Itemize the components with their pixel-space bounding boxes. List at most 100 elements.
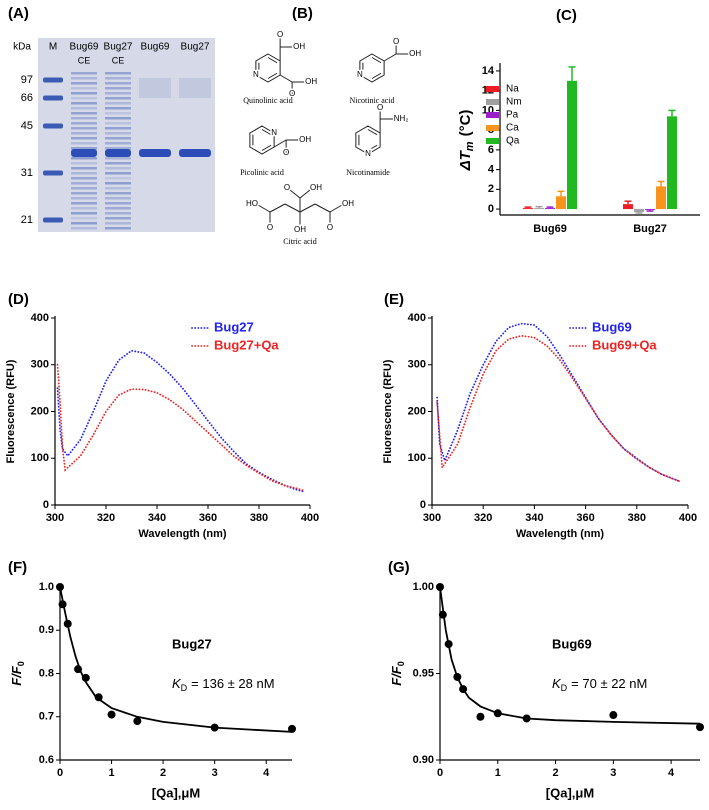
y-axis-label: F/F0 (389, 661, 406, 686)
main-band (139, 149, 171, 157)
ce-band (71, 97, 97, 100)
bar (523, 208, 533, 210)
point (493, 709, 502, 718)
annotation-symbol: K (552, 676, 562, 691)
ce-band (71, 117, 97, 120)
point (94, 693, 103, 702)
molecule-name: Citric acid (283, 237, 317, 246)
annotation-subscript: D (181, 683, 188, 693)
y-tick-label: 0.90 (413, 754, 434, 766)
point (210, 723, 219, 732)
marker-label: 66 (21, 92, 33, 104)
point (107, 710, 116, 719)
ce-band (105, 222, 131, 225)
annotation-title: Bug27 (172, 636, 212, 651)
ce-band (71, 182, 97, 185)
panel-label: (A) (8, 5, 29, 22)
legend-label: Pa (506, 110, 519, 121)
y-axis-label: Fluorescence (RFU) (5, 359, 17, 463)
point (58, 600, 67, 609)
molecule-name: Quinolinic acid (243, 96, 293, 105)
marker-label: 31 (21, 167, 33, 179)
legend-label: Bug27 (214, 319, 254, 334)
ce-band (71, 197, 97, 200)
ring (249, 125, 275, 155)
bond (284, 203, 301, 213)
ce-band (105, 192, 131, 195)
ce-band (71, 177, 97, 180)
lane-label: Bug69 (141, 42, 170, 53)
bar (656, 186, 666, 210)
x-tick-label: Bug69 (533, 223, 567, 235)
y-tick-label: 0.95 (413, 667, 434, 679)
point (81, 673, 90, 682)
legend-swatch (486, 138, 499, 144)
ce-band (105, 132, 131, 135)
panel-label: (C) (556, 7, 577, 24)
ce-band (71, 227, 97, 230)
y-axis-label: F/F0 (9, 661, 26, 686)
panel-label: (G) (388, 559, 410, 576)
x-tick-label: 2 (160, 767, 166, 779)
bond (289, 189, 301, 199)
molecule-name: Nicotinic acid (349, 96, 394, 105)
y-tick-label: 200 (408, 405, 426, 417)
annotation: KD = 70 ± 22 nM (552, 676, 647, 693)
ce-band (105, 162, 131, 165)
x-axis-label: [Qa],μM (152, 785, 200, 800)
ring (255, 53, 281, 83)
ce-band (105, 102, 131, 105)
x-tick-label: 380 (628, 512, 646, 524)
x-tick-label: 300 (423, 512, 441, 524)
ce-band (71, 77, 97, 80)
unit-label: kDa (13, 42, 31, 53)
y-tick-label: 200 (31, 405, 49, 417)
x-axis-label: Wavelength (nm) (138, 528, 227, 540)
faint-band (179, 78, 211, 98)
x-tick-label: 2 (552, 767, 558, 779)
ce-band (71, 162, 97, 165)
ce-band (105, 187, 131, 190)
legend-label: Na (506, 84, 519, 95)
bond (314, 203, 331, 213)
marker-band (43, 95, 63, 101)
y-tick-label: 1.0 (39, 581, 54, 593)
ce-band (105, 72, 131, 75)
point (453, 672, 462, 681)
x-tick-label: 0 (437, 767, 443, 779)
bond (267, 72, 278, 79)
ce-band (105, 217, 131, 220)
annotation-text: = 136 ± 28 nM (191, 676, 274, 691)
bond (367, 144, 378, 151)
atom-label: HO (246, 199, 258, 208)
main-band (179, 149, 211, 157)
x-tick-label: Bug27 (633, 223, 667, 235)
y-label-text: F/F (9, 665, 24, 686)
x-tick-label: 340 (148, 512, 166, 524)
x-tick-label: 4 (668, 767, 675, 779)
marker-band (43, 170, 63, 176)
point (133, 717, 142, 726)
molecule-name: Picolinic acid (240, 168, 284, 177)
y-label-text: F/F (389, 665, 404, 686)
legend-label: Bug69+Qa (592, 337, 657, 352)
x-tick-label: 3 (212, 767, 218, 779)
bond (273, 139, 287, 148)
point (63, 619, 72, 628)
y-axis-label: ΔTm (°C) (457, 110, 476, 172)
ce-band (71, 122, 97, 125)
atom-label: O (289, 89, 295, 98)
bar (567, 80, 577, 210)
y-label-subscript: m (464, 141, 476, 151)
y-tick-label: 0 (420, 499, 426, 511)
lane-sublabel: CE (112, 55, 125, 65)
x-tick-label: 360 (576, 512, 594, 524)
ce-band (71, 202, 97, 205)
ce-band (105, 172, 131, 175)
ce-band (71, 212, 97, 215)
point (522, 714, 531, 723)
point (609, 711, 618, 720)
ce-band (105, 227, 131, 230)
atom-label: O (284, 183, 290, 192)
